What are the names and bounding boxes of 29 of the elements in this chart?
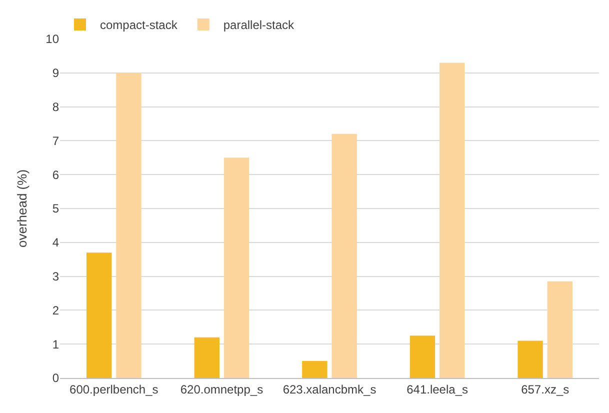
bar	[410, 336, 436, 378]
y-tick-label: 7	[52, 134, 60, 148]
y-tick-label: 2	[52, 303, 60, 318]
x-tick-label: 600.perlbench_s	[70, 382, 158, 396]
y-axis-title: overhead (%)	[14, 169, 30, 248]
bar	[302, 361, 328, 378]
bar	[224, 158, 250, 378]
bar	[86, 252, 112, 378]
y-tick-label: 1	[52, 337, 60, 352]
y-tick-label: 9	[52, 66, 60, 80]
y-tick-label: 0	[52, 371, 60, 386]
y-tick-label: 4	[52, 236, 60, 250]
bar	[116, 72, 142, 378]
y-tick-label: 6	[52, 168, 60, 182]
x-tick-label: 641.leela_s	[406, 382, 468, 396]
x-tick-label: 657.xz_s	[521, 382, 570, 396]
x-tick-label: 620.omnetpp_s	[180, 382, 264, 396]
bar	[194, 337, 220, 378]
y-tick-label: 3	[52, 270, 60, 284]
legend-label: parallel-stack	[223, 18, 296, 32]
bar	[547, 281, 573, 378]
y-tick-label: 10	[46, 32, 60, 46]
bar	[440, 62, 465, 378]
bar	[332, 134, 357, 378]
y-tick-label: 8	[52, 100, 60, 114]
x-tick-label: 623.xalancbmk_s	[282, 382, 376, 396]
y-tick-label: 5	[52, 202, 60, 216]
legend-label: compact-stack	[100, 18, 178, 32]
bar	[518, 340, 543, 378]
